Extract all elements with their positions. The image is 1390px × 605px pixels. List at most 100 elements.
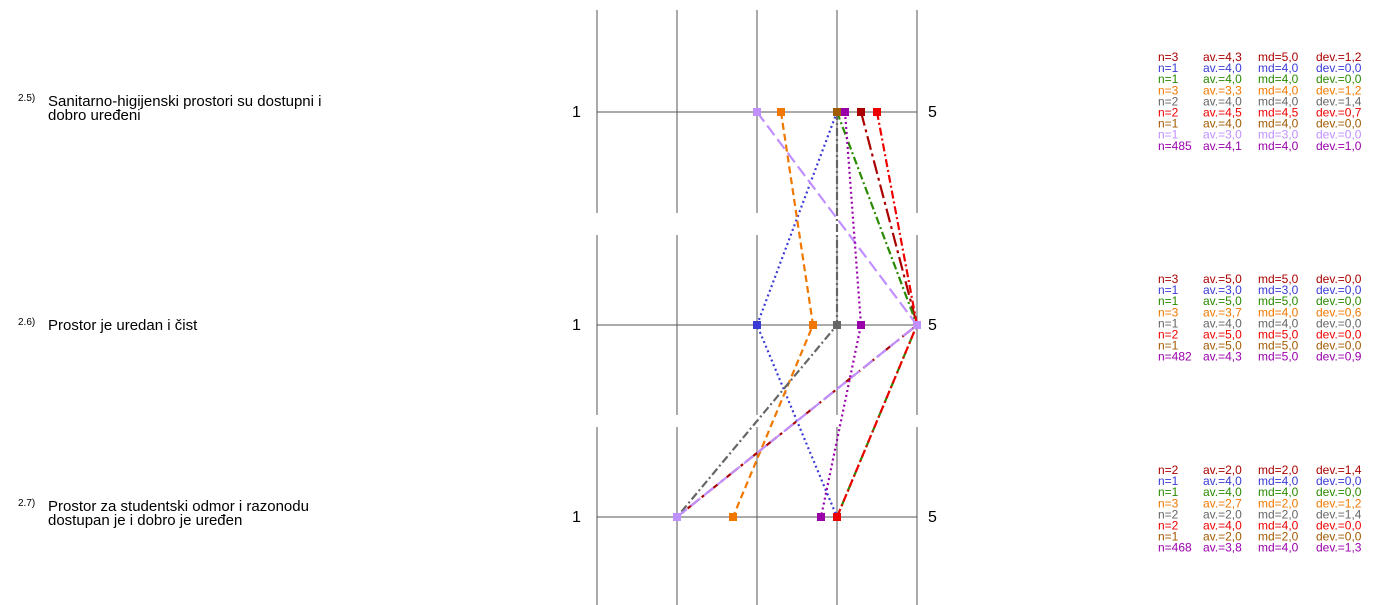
stat-dev: dev.=1,2 <box>1316 50 1362 64</box>
item-text: dostupan je i dobro je uređen <box>48 512 242 529</box>
stat-av: av.=3,0 <box>1203 283 1242 297</box>
stat-md: md=4,0 <box>1258 485 1299 499</box>
stat-dev: dev.=0,0 <box>1316 61 1362 75</box>
stat-dev: dev.=1,3 <box>1316 541 1362 555</box>
stat-dev: dev.=0,0 <box>1316 117 1362 131</box>
stat-av: av.=3,7 <box>1203 305 1242 319</box>
stat-n: n=1 <box>1158 294 1179 308</box>
stat-av: av.=4,1 <box>1203 139 1242 153</box>
stat-av: av.=4,0 <box>1203 94 1242 108</box>
series-line <box>755 111 839 518</box>
stat-dev: dev.=0,6 <box>1316 305 1362 319</box>
stat-n: n=3 <box>1158 50 1179 64</box>
stat-dev: dev.=0,0 <box>1316 485 1362 499</box>
chart-grid <box>596 10 918 605</box>
stat-dev: dev.=1,2 <box>1316 83 1362 97</box>
stat-n: n=1 <box>1158 128 1179 142</box>
stat-n: n=3 <box>1158 272 1179 286</box>
data-point <box>833 108 841 116</box>
scale-max-label: 5 <box>928 104 937 121</box>
scale-max-label: 5 <box>928 509 937 526</box>
stat-n: n=1 <box>1158 72 1179 86</box>
stat-av: av.=2,7 <box>1203 496 1242 510</box>
stat-dev: dev.=0,0 <box>1316 294 1362 308</box>
stat-dev: dev.=0,0 <box>1316 316 1362 330</box>
stat-n: n=1 <box>1158 283 1179 297</box>
series-lines <box>676 111 919 518</box>
stat-n: n=2 <box>1158 507 1179 521</box>
data-point <box>841 108 849 116</box>
stat-md: md=5,0 <box>1258 328 1299 342</box>
scale-min-label: 1 <box>572 509 581 526</box>
stat-md: md=3,0 <box>1258 128 1299 142</box>
stat-n: n=1 <box>1158 339 1179 353</box>
item-text: Prostor je uredan i čist <box>48 317 198 334</box>
stat-dev: dev.=0,0 <box>1316 519 1362 533</box>
scale-min-label: 1 <box>572 104 581 121</box>
stat-n: n=2 <box>1158 519 1179 533</box>
stat-md: md=2,0 <box>1258 530 1299 544</box>
data-point <box>857 321 865 329</box>
scale-min-label: 1 <box>572 317 581 334</box>
stat-av: av.=4,0 <box>1203 316 1242 330</box>
stat-md: md=3,0 <box>1258 283 1299 297</box>
stat-n: n=2 <box>1158 328 1179 342</box>
stat-av: av.=4,0 <box>1203 474 1242 488</box>
stat-dev: dev.=0,0 <box>1316 328 1362 342</box>
data-point <box>833 513 841 521</box>
stat-av: av.=4,3 <box>1203 350 1242 364</box>
stat-md: md=4,0 <box>1258 139 1299 153</box>
stat-av: av.=3,0 <box>1203 128 1242 142</box>
stat-av: av.=4,0 <box>1203 519 1242 533</box>
scale-max-label: 5 <box>928 317 937 334</box>
stat-dev: dev.=0,0 <box>1316 474 1362 488</box>
stat-av: av.=3,3 <box>1203 83 1242 97</box>
stat-av: av.=5,0 <box>1203 294 1242 308</box>
stat-md: md=4,0 <box>1258 83 1299 97</box>
data-point <box>753 108 761 116</box>
stat-md: md=4,0 <box>1258 305 1299 319</box>
stat-md: md=4,0 <box>1258 316 1299 330</box>
stat-n: n=3 <box>1158 496 1179 510</box>
stat-n: n=2 <box>1158 94 1179 108</box>
stat-md: md=5,0 <box>1258 339 1299 353</box>
stat-dev: dev.=0,0 <box>1316 128 1362 142</box>
item-number: 2.5) <box>18 93 35 104</box>
item-text: dobro uređeni <box>48 107 141 124</box>
stat-md: md=2,0 <box>1258 463 1299 477</box>
series-line <box>676 111 919 518</box>
item-number: 2.7) <box>18 498 35 509</box>
stat-av: av.=4,0 <box>1203 61 1242 75</box>
stat-md: md=4,0 <box>1258 519 1299 533</box>
stat-dev: dev.=1,4 <box>1316 507 1362 521</box>
stat-n: n=485 <box>1158 139 1192 153</box>
data-point <box>809 321 817 329</box>
stat-dev: dev.=0,9 <box>1316 350 1362 364</box>
stat-md: md=4,0 <box>1258 94 1299 108</box>
stat-md: md=4,0 <box>1258 541 1299 555</box>
stat-n: n=2 <box>1158 463 1179 477</box>
series-line <box>676 111 919 518</box>
data-point <box>873 108 881 116</box>
stat-av: av.=4,5 <box>1203 106 1242 120</box>
stat-av: av.=2,0 <box>1203 463 1242 477</box>
data-point <box>857 108 865 116</box>
stat-n: n=1 <box>1158 61 1179 75</box>
item-text: Sanitarno-higijenski prostori su dostupn… <box>48 93 321 110</box>
data-point <box>753 321 761 329</box>
stat-dev: dev.=0,0 <box>1316 272 1362 286</box>
stat-av: av.=5,0 <box>1203 328 1242 342</box>
stat-n: n=1 <box>1158 474 1179 488</box>
stat-dev: dev.=0,0 <box>1316 72 1362 86</box>
item-labels: 2.5) Sanitarno-higijenski prostori su dos… <box>18 93 937 529</box>
stat-av: av.=2,0 <box>1203 530 1242 544</box>
stat-md: md=4,0 <box>1258 61 1299 75</box>
data-point <box>833 321 841 329</box>
item-number: 2.6) <box>18 317 35 328</box>
stat-n: n=3 <box>1158 305 1179 319</box>
stat-md: md=5,0 <box>1258 350 1299 364</box>
stat-md: md=4,5 <box>1258 106 1299 120</box>
stat-dev: dev.=0,7 <box>1316 106 1362 120</box>
stat-av: av.=4,3 <box>1203 50 1242 64</box>
stat-n: n=3 <box>1158 83 1179 97</box>
